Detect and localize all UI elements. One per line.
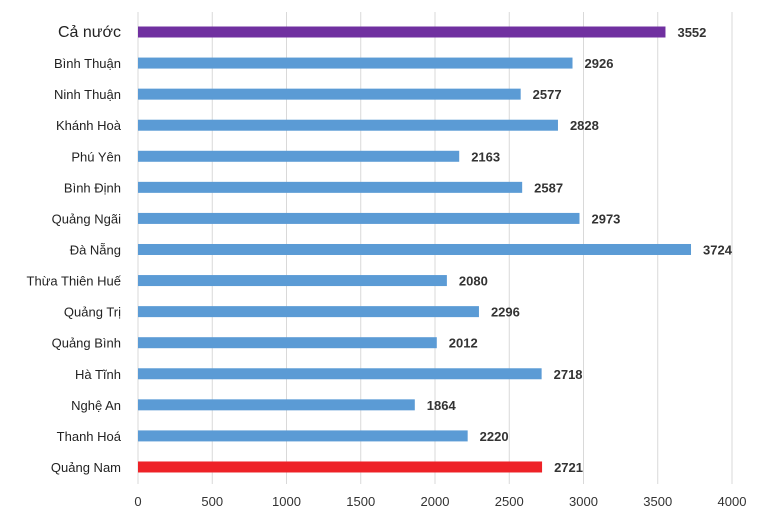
x-tick-label: 3500 bbox=[643, 494, 672, 509]
data-label: 3724 bbox=[703, 242, 733, 257]
category-label: Quảng Nam bbox=[51, 460, 121, 475]
label-layer: 0 500 1000 1500 2000 2500 3000 3500 4000 Cả nước 3… bbox=[27, 24, 747, 509]
bar-layer bbox=[138, 26, 692, 473]
data-label: 3552 bbox=[677, 25, 706, 40]
bar bbox=[138, 88, 521, 100]
category-label: Khánh Hoà bbox=[56, 118, 122, 133]
bar bbox=[138, 430, 468, 442]
x-tick-label: 2500 bbox=[495, 494, 524, 509]
data-label: 2220 bbox=[480, 429, 509, 444]
x-tick-label: 1500 bbox=[346, 494, 375, 509]
category-label: Thừa Thiên Huế bbox=[27, 274, 122, 289]
category-label: Ninh Thuận bbox=[54, 87, 121, 102]
category-label: Đà Nẵng bbox=[70, 242, 121, 257]
x-tick-label: 2000 bbox=[421, 494, 450, 509]
data-label: 2973 bbox=[591, 211, 620, 226]
bar bbox=[138, 26, 666, 38]
category-label: Hà Tĩnh bbox=[75, 367, 121, 382]
data-label: 1864 bbox=[427, 398, 457, 413]
data-label: 2577 bbox=[533, 87, 562, 102]
bar bbox=[138, 119, 558, 131]
data-label: 2587 bbox=[534, 180, 563, 195]
bar bbox=[138, 399, 415, 411]
category-label: Quảng Trị bbox=[64, 305, 121, 320]
category-label: Bình Thuận bbox=[54, 56, 121, 71]
category-label: Cả nước bbox=[58, 24, 121, 41]
bar bbox=[138, 150, 460, 162]
data-label: 2080 bbox=[459, 274, 488, 289]
bar bbox=[138, 461, 543, 473]
data-label: 2012 bbox=[449, 336, 478, 351]
bar bbox=[138, 243, 692, 255]
x-tick-label: 3000 bbox=[569, 494, 598, 509]
x-tick-label: 0 bbox=[134, 494, 141, 509]
category-label: Nghệ An bbox=[71, 398, 121, 413]
x-tick-label: 1000 bbox=[272, 494, 301, 509]
data-label: 2718 bbox=[554, 367, 583, 382]
category-label: Quảng Ngãi bbox=[52, 211, 121, 226]
bar bbox=[138, 212, 580, 224]
bar bbox=[138, 57, 573, 69]
bar bbox=[138, 275, 447, 287]
bar bbox=[138, 337, 437, 349]
bar bbox=[138, 368, 542, 380]
bar bbox=[138, 306, 479, 318]
data-label: 2721 bbox=[554, 460, 583, 475]
category-label: Quảng Bình bbox=[52, 336, 121, 351]
data-label: 2296 bbox=[491, 305, 520, 320]
category-label: Bình Định bbox=[64, 180, 121, 195]
category-label: Thanh Hoá bbox=[57, 429, 122, 444]
data-label: 2926 bbox=[585, 56, 614, 71]
bar bbox=[138, 181, 523, 193]
data-label: 2828 bbox=[570, 118, 599, 133]
data-label: 2163 bbox=[471, 149, 500, 164]
category-label: Phú Yên bbox=[71, 149, 121, 164]
x-tick-label: 500 bbox=[201, 494, 223, 509]
x-tick-label: 4000 bbox=[718, 494, 747, 509]
